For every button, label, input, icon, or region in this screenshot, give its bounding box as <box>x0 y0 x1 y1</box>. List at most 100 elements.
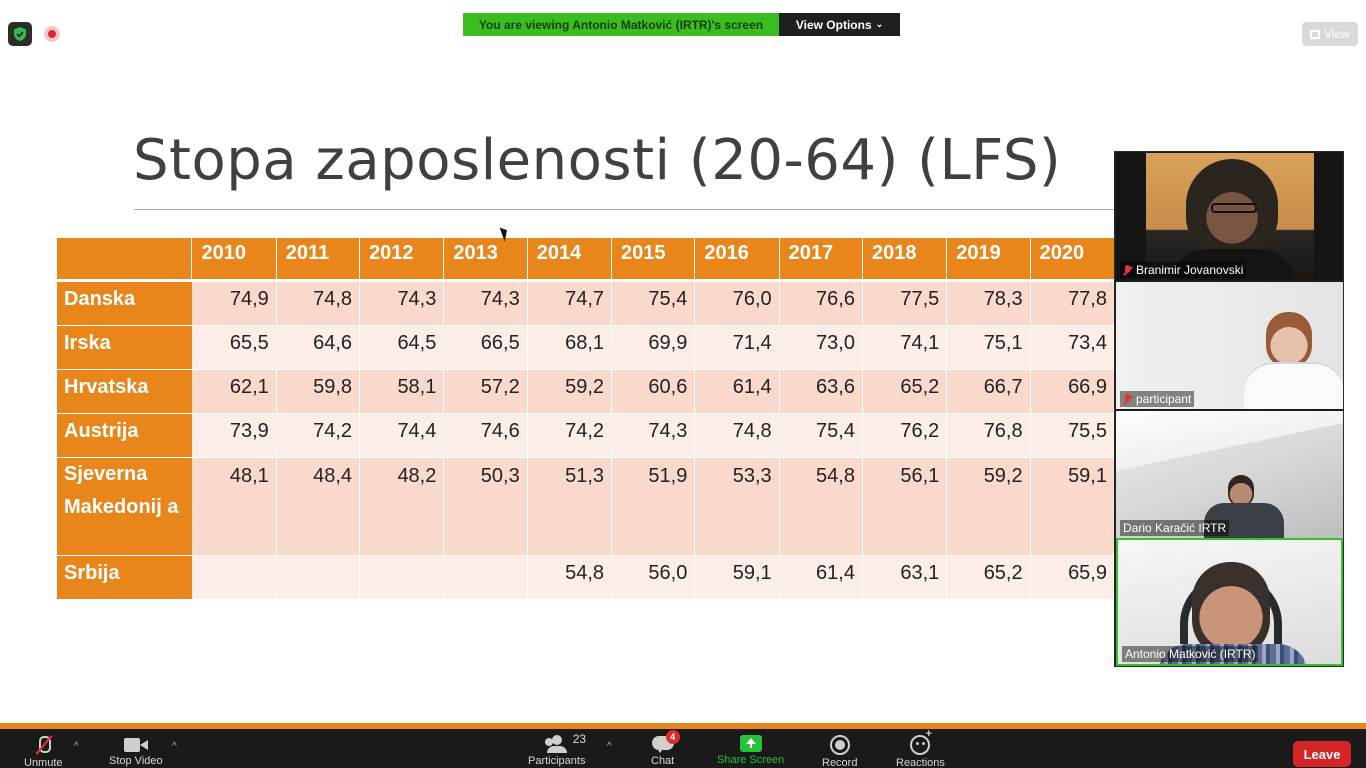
value-cell: 74,8 <box>695 414 780 458</box>
value-cell: 76,2 <box>862 414 948 458</box>
value-cell: 51,3 <box>527 458 613 556</box>
record-button[interactable]: Record <box>822 735 857 768</box>
chat-unread-badge: 4 <box>665 730 680 744</box>
value-cell: 65,5 <box>192 326 277 370</box>
record-label: Record <box>822 757 858 768</box>
video-tile-antonio-active-speaker[interactable]: Antonio Matković (IRTR) <box>1116 538 1343 666</box>
stop-video-button[interactable]: Stop Video <box>109 735 163 767</box>
audio-options-caret-icon[interactable]: ^ <box>74 741 79 752</box>
screen-share-banner: You are viewing Antonio Matković (IRTR)'… <box>463 13 900 36</box>
year-header-cell: 2018 <box>862 238 948 282</box>
value-cell: 59,8 <box>276 370 361 414</box>
value-cell: 74,4 <box>360 414 445 458</box>
slide-title: Stopa zaposlenosti (20-64) (LFS) <box>133 128 1062 193</box>
value-cell: 78,3 <box>947 282 1031 326</box>
participant-name: Antonio Matković (IRTR) <box>1125 647 1256 661</box>
value-cell: 48,1 <box>192 458 277 556</box>
title-divider <box>134 209 1114 210</box>
recording-indicator-icon <box>44 26 60 42</box>
value-cell: 61,4 <box>695 370 780 414</box>
value-cell: 59,2 <box>527 370 613 414</box>
value-cell: 69,9 <box>612 326 696 370</box>
value-cell: 74,8 <box>276 282 361 326</box>
view-button-label: View <box>1324 27 1350 41</box>
value-cell: 50,3 <box>444 458 528 556</box>
table-header-row: 2010 2011 2012 2013 2014 2015 2016 2017 2018 2019… <box>57 238 1115 282</box>
value-cell: 60,6 <box>612 370 696 414</box>
participants-label: Participants <box>528 755 586 767</box>
muted-microphone-icon <box>32 735 54 755</box>
value-cell: 62,1 <box>192 370 277 414</box>
value-cell <box>360 556 445 599</box>
unmute-label: Unmute <box>24 757 63 768</box>
security-shield-icon[interactable] <box>8 22 32 46</box>
country-cell: Hrvatska <box>57 370 193 414</box>
value-cell: 74,2 <box>527 414 613 458</box>
chat-button[interactable]: 4 Chat <box>651 730 680 767</box>
year-header-cell: 2017 <box>779 238 863 282</box>
participant-video-panel: Branimir Jovanovski participant Dario Ka… <box>1114 151 1344 667</box>
year-header-cell: 2019 <box>947 238 1031 282</box>
participants-button[interactable]: 23 Participants <box>528 732 586 767</box>
value-cell: 65,9 <box>1030 556 1115 599</box>
value-cell: 77,5 <box>862 282 948 326</box>
leave-meeting-button[interactable]: Leave <box>1293 741 1351 767</box>
video-tile-dario[interactable]: Dario Karačić IRTR <box>1116 411 1343 538</box>
reactions-button[interactable]: Reactions <box>896 728 945 768</box>
value-cell: 74,9 <box>192 282 277 326</box>
value-cell: 64,5 <box>360 326 445 370</box>
value-cell: 54,8 <box>779 458 863 556</box>
muted-mic-icon <box>1123 393 1132 405</box>
chevron-down-icon: ⌄ <box>875 19 884 29</box>
value-cell: 66,7 <box>947 370 1031 414</box>
table-row: Sjeverna Makedonij a 48,1 48,4 48,2 50,3 51,3… <box>57 458 1115 556</box>
view-button[interactable]: View <box>1302 22 1358 46</box>
share-screen-label: Share Screen <box>717 754 785 766</box>
table-row: Irska 65,5 64,6 64,5 66,5 68,1 69,9 71,4 73,0 74,… <box>57 326 1115 370</box>
value-cell: 76,0 <box>695 282 780 326</box>
value-cell: 74,3 <box>612 414 696 458</box>
value-cell: 63,1 <box>862 556 948 599</box>
value-cell: 57,2 <box>444 370 528 414</box>
table-row: Austrija 73,9 74,2 74,4 74,6 74,2 74,3 74,8 75,4… <box>57 414 1115 458</box>
value-cell: 74,1 <box>862 326 948 370</box>
view-options-button[interactable]: View Options ⌄ <box>779 13 900 36</box>
view-options-label: View Options <box>795 17 872 32</box>
participants-options-caret-icon[interactable]: ^ <box>607 741 612 752</box>
value-cell: 77,8 <box>1030 282 1115 326</box>
value-cell: 59,1 <box>1030 458 1115 556</box>
value-cell: 48,4 <box>276 458 361 556</box>
value-cell: 73,0 <box>779 326 863 370</box>
value-cell: 61,4 <box>779 556 863 599</box>
grid-view-icon <box>1310 29 1321 39</box>
value-cell: 73,9 <box>192 414 277 458</box>
value-cell: 59,2 <box>947 458 1031 556</box>
record-icon <box>829 735 850 755</box>
value-cell: 71,4 <box>695 326 780 370</box>
chat-icon: 4 <box>651 730 680 753</box>
country-cell: Irska <box>57 326 193 370</box>
value-cell: 75,4 <box>612 282 696 326</box>
reactions-smiley-icon <box>910 728 932 755</box>
value-cell: 74,3 <box>360 282 445 326</box>
video-tile-branimir[interactable]: Branimir Jovanovski <box>1116 153 1343 280</box>
year-header-cell: 2020 <box>1030 238 1115 282</box>
value-cell: 76,6 <box>779 282 863 326</box>
value-cell <box>276 556 361 599</box>
video-camera-icon <box>123 737 148 753</box>
unmute-button[interactable]: Unmute <box>24 735 63 768</box>
participant-name: participant <box>1136 392 1192 406</box>
share-screen-icon <box>739 735 762 752</box>
share-screen-button[interactable]: Share Screen <box>717 735 784 766</box>
value-cell: 74,3 <box>444 282 528 326</box>
year-header-cell: 2013 <box>444 238 528 282</box>
employment-rate-table: 2010 2011 2012 2013 2014 2015 2016 2017 2018 2019… <box>57 238 1115 599</box>
value-cell: 59,1 <box>695 556 780 599</box>
table-corner-cell <box>57 238 193 282</box>
value-cell: 64,6 <box>276 326 361 370</box>
reactions-label: Reactions <box>896 757 945 768</box>
value-cell: 75,1 <box>947 326 1031 370</box>
video-options-caret-icon[interactable]: ^ <box>172 741 177 752</box>
value-cell: 51,9 <box>612 458 696 556</box>
video-tile-participant[interactable]: participant <box>1116 282 1343 409</box>
